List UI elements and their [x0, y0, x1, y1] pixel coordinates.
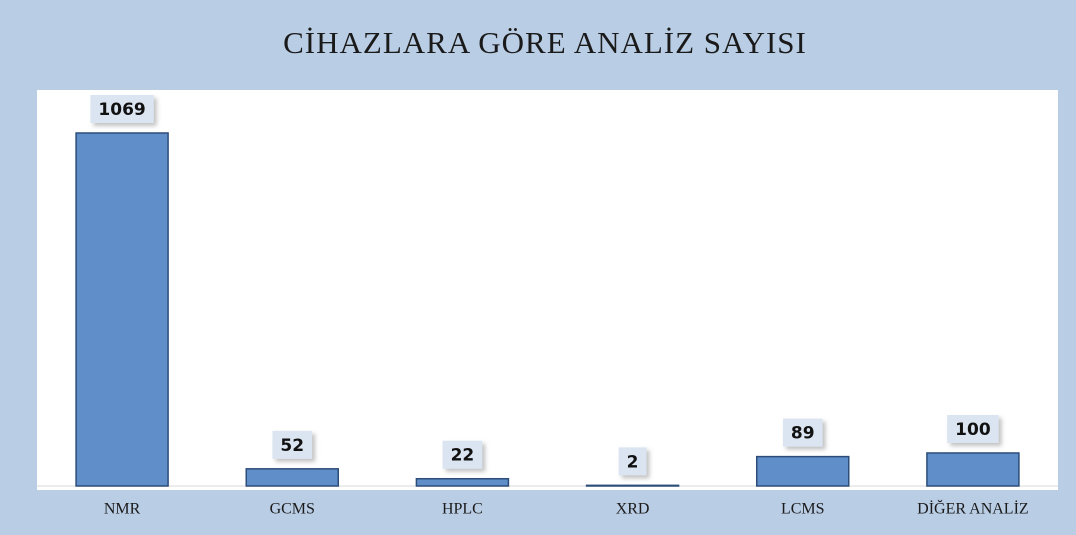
- data-label-box: [782, 418, 823, 447]
- data-label: 89: [791, 424, 815, 444]
- bar: [756, 455, 850, 487]
- chart-title: CİHAZLARA GÖRE ANALİZ SAYISI: [283, 25, 807, 60]
- x-tick-label: NMR: [104, 501, 141, 518]
- x-tick-label: XRD: [616, 501, 650, 518]
- x-tick-label: LCMS: [781, 501, 825, 518]
- data-label-box: [272, 430, 313, 459]
- data-label-box: [947, 414, 999, 443]
- x-tick-label: GCMS: [270, 501, 315, 518]
- bar: [585, 484, 680, 487]
- bar: [75, 132, 169, 487]
- data-label: 2: [627, 452, 639, 472]
- plot-area: [37, 90, 1058, 490]
- data-label-box: [442, 440, 483, 469]
- data-label: 22: [451, 446, 475, 466]
- bar: [415, 477, 510, 487]
- x-tick-label: DİĞER ANALİZ: [917, 499, 1029, 518]
- data-label-box: [90, 95, 154, 123]
- bar: [926, 452, 1020, 487]
- bar: [245, 468, 339, 487]
- x-tick-label: HPLC: [442, 501, 483, 518]
- data-label-box: [618, 447, 647, 476]
- data-label: 1069: [98, 100, 145, 120]
- data-label: 100: [955, 420, 991, 440]
- data-label: 52: [280, 436, 304, 456]
